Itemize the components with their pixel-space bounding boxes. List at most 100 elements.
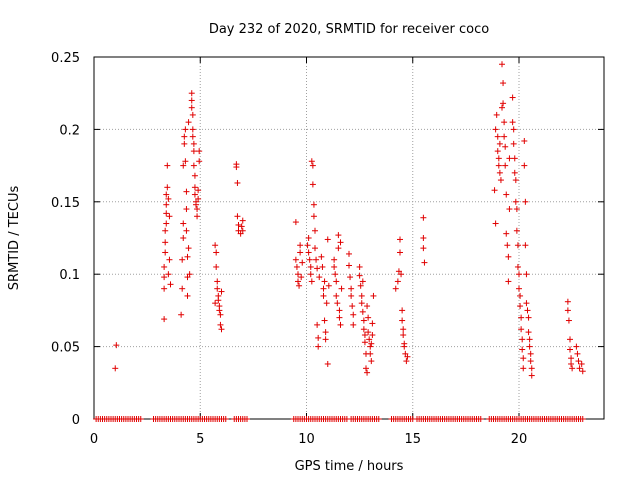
data-point — [492, 126, 499, 133]
data-point — [185, 119, 192, 126]
data-point — [527, 358, 534, 365]
data-point — [312, 227, 318, 234]
data-point — [182, 126, 189, 133]
data-point — [525, 329, 532, 336]
data-point — [335, 232, 342, 239]
x-axis-tick-labels: 0 5 10 15 20 — [90, 432, 527, 447]
data-point — [501, 119, 508, 126]
data-point — [189, 133, 196, 140]
data-point — [233, 164, 240, 171]
data-point — [348, 292, 355, 299]
data-point — [517, 292, 524, 299]
data-point — [162, 249, 169, 256]
data-point — [193, 201, 199, 208]
data-point — [218, 288, 225, 295]
data-point — [333, 292, 340, 299]
data-point — [320, 285, 327, 292]
data-point — [346, 250, 352, 257]
data-point — [521, 137, 528, 144]
data-point — [369, 320, 376, 327]
data-point — [514, 263, 521, 270]
data-point — [321, 278, 328, 285]
data-point — [185, 245, 192, 252]
data-point — [359, 308, 366, 315]
data-point — [213, 263, 220, 270]
data-point — [499, 61, 505, 68]
data-point — [368, 340, 375, 347]
x-tick-label: 0 — [90, 432, 98, 447]
data-point — [519, 336, 526, 343]
data-point — [307, 263, 314, 270]
data-point — [397, 249, 403, 256]
data-point — [520, 365, 527, 372]
data-point — [295, 278, 301, 285]
data-point — [347, 274, 354, 281]
data-point — [511, 169, 518, 176]
data-point — [500, 80, 507, 87]
data-point — [524, 307, 531, 314]
data-point — [324, 360, 331, 367]
data-point — [509, 119, 516, 126]
data-point — [234, 213, 241, 220]
data-point — [357, 282, 364, 289]
data-point — [194, 213, 201, 220]
data-point — [564, 298, 571, 305]
data-point — [520, 355, 527, 362]
data-point — [305, 249, 312, 256]
data-point — [403, 358, 410, 365]
data-point — [575, 358, 582, 365]
data-point — [420, 235, 427, 241]
data-point — [399, 307, 406, 314]
data-point — [335, 245, 342, 252]
data-point — [323, 300, 330, 307]
data-point — [369, 332, 376, 339]
data-point — [321, 317, 328, 324]
data-point — [189, 111, 196, 118]
data-point — [512, 177, 519, 184]
data-point — [518, 326, 525, 333]
data-point — [363, 365, 369, 372]
data-point — [292, 256, 299, 263]
data-point — [521, 162, 528, 169]
data-point — [191, 191, 198, 198]
data-point — [183, 188, 190, 195]
data-point — [212, 242, 219, 249]
data-point — [514, 242, 521, 249]
data-point — [523, 300, 530, 307]
data-point — [315, 334, 322, 341]
data-point — [299, 259, 306, 266]
data-point — [181, 140, 188, 147]
data-point — [183, 227, 190, 234]
data-point — [179, 256, 186, 263]
y-tick-label: 0 — [72, 413, 80, 428]
plot-area-frame — [93, 56, 605, 420]
data-point — [518, 314, 525, 321]
data-point — [310, 201, 317, 208]
data-point — [304, 242, 311, 249]
data-point — [499, 104, 505, 111]
data-point — [505, 278, 512, 285]
data-point — [195, 187, 202, 194]
data-point — [298, 274, 305, 281]
data-point — [565, 317, 572, 324]
data-point — [320, 292, 327, 299]
chart-title: Day 232 of 2020, SRMTID for receiver coc… — [209, 22, 489, 37]
data-point — [494, 133, 501, 140]
data-point — [190, 140, 197, 147]
data-point — [366, 336, 373, 343]
data-point — [368, 358, 375, 365]
data-point — [113, 342, 120, 349]
y-axis-title: SRMTID / TECUs — [7, 186, 22, 291]
data-point — [501, 133, 508, 140]
data-point — [523, 271, 530, 278]
data-point — [525, 314, 532, 321]
data-point — [164, 162, 171, 169]
data-point — [579, 368, 586, 375]
data-point — [505, 253, 512, 260]
data-point — [494, 148, 501, 155]
data-point — [527, 350, 534, 357]
data-point — [348, 285, 355, 292]
data-point — [578, 360, 585, 367]
data-point — [307, 271, 314, 278]
data-point — [350, 321, 357, 328]
